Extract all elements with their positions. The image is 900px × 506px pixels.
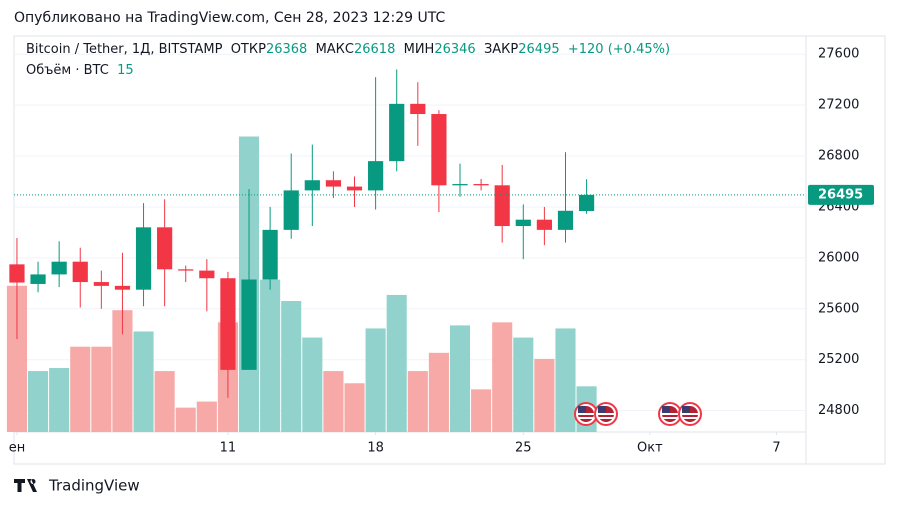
- y-tick-label: 25600: [818, 301, 859, 316]
- volume-bar: [6, 285, 28, 432]
- candle-body: [30, 274, 46, 284]
- volume-bar: [175, 407, 196, 432]
- volume-bar: [471, 389, 492, 432]
- volume-bar: [196, 401, 217, 432]
- volume-bar: [70, 346, 91, 432]
- volume-bar: [344, 383, 365, 432]
- ohlc-label: ЗАКР: [483, 42, 519, 57]
- volume-bar: [428, 352, 449, 432]
- candle-body: [368, 161, 384, 191]
- change: +120 (+0.45%): [567, 42, 671, 57]
- y-tick-label: 27200: [818, 98, 859, 113]
- candle-body: [346, 186, 363, 191]
- candle-body: [9, 264, 25, 283]
- candle-body: [157, 227, 173, 270]
- candle-body: [473, 184, 489, 186]
- last-price-badge: [808, 184, 874, 205]
- volume-bar: [323, 371, 344, 432]
- x-tick-label: Окт: [637, 441, 663, 456]
- y-tick-label: 26800: [818, 149, 859, 164]
- event-icons: [574, 402, 702, 426]
- x-tick-label: 7: [772, 441, 780, 456]
- candle-body: [199, 270, 215, 279]
- volume-bar: [534, 358, 555, 432]
- candle-body: [135, 227, 152, 290]
- volume-bar: [49, 368, 70, 432]
- candle-body: [72, 261, 88, 283]
- ohlc-label: МАКС: [315, 42, 354, 57]
- volume-bar: [28, 371, 49, 432]
- candle-body: [114, 285, 131, 290]
- y-tick-label: 26000: [818, 250, 859, 265]
- candle-body: [93, 282, 109, 286]
- candle-body: [557, 210, 574, 230]
- volume-bar: [555, 328, 576, 432]
- volume-bar: [386, 294, 407, 432]
- candle-body: [220, 278, 236, 370]
- brand-name: TradingView: [48, 477, 140, 495]
- low-value: 26346: [434, 42, 476, 57]
- x-tick-label: ен: [9, 441, 26, 456]
- x-tick-label: 18: [367, 441, 384, 456]
- brand-logo: TradingView: [14, 477, 140, 495]
- candle-body: [410, 103, 426, 115]
- ohlc-label: ОТКР: [230, 42, 266, 57]
- candle-body: [178, 269, 194, 271]
- candle-body: [389, 103, 405, 162]
- volume-bar: [365, 328, 386, 432]
- candle-body: [283, 190, 299, 230]
- candle-body: [431, 114, 447, 186]
- volume-value: 15: [117, 63, 134, 78]
- candle-body: [325, 180, 342, 187]
- candle-body: [515, 219, 531, 227]
- volume-bar: [449, 325, 471, 432]
- close-value: 26495: [518, 42, 560, 57]
- x-tick-label: 25: [515, 441, 532, 456]
- y-tick-label: 25200: [818, 352, 859, 367]
- volume-bar: [407, 371, 428, 432]
- candle-body: [51, 261, 67, 275]
- candle-body: [304, 180, 320, 191]
- volume-bar: [260, 279, 281, 432]
- volume-legend: Объём · BTC 15: [26, 63, 134, 78]
- open-value: 26368: [265, 42, 308, 57]
- candle-body: [241, 279, 257, 370]
- volume-bar: [91, 346, 112, 432]
- chart-frame: [13, 35, 886, 465]
- candle-body: [262, 229, 278, 280]
- y-tick-label: 24800: [818, 403, 859, 418]
- y-tick-label: 27600: [818, 47, 859, 62]
- volume-bar: [302, 337, 323, 432]
- x-tick-label: 11: [220, 441, 237, 456]
- candle-body: [494, 185, 510, 227]
- volume-bar: [154, 371, 175, 432]
- volume-bar: [492, 322, 513, 432]
- symbol: Bitcoin / Tether, 1Д, BITSTAMP: [26, 42, 223, 57]
- volume-bar: [112, 310, 133, 432]
- published-note: Опубликовано на TradingView.com, Сен 28,…: [14, 10, 445, 26]
- volume-bar: [513, 337, 534, 432]
- candle-body: [578, 194, 595, 212]
- candle-body: [452, 184, 468, 186]
- volume-label: Объём · BTC: [26, 63, 109, 78]
- ohlc-label: МИН: [403, 42, 435, 57]
- last-price-label: 26495: [818, 187, 863, 202]
- high-value: 26618: [353, 42, 396, 57]
- volume-bar: [281, 301, 302, 432]
- candle-body: [536, 219, 552, 230]
- legend-line: Bitcoin / Tether, 1Д, BITSTAMP ОТКР26368…: [26, 42, 670, 57]
- volume-bar: [133, 331, 154, 432]
